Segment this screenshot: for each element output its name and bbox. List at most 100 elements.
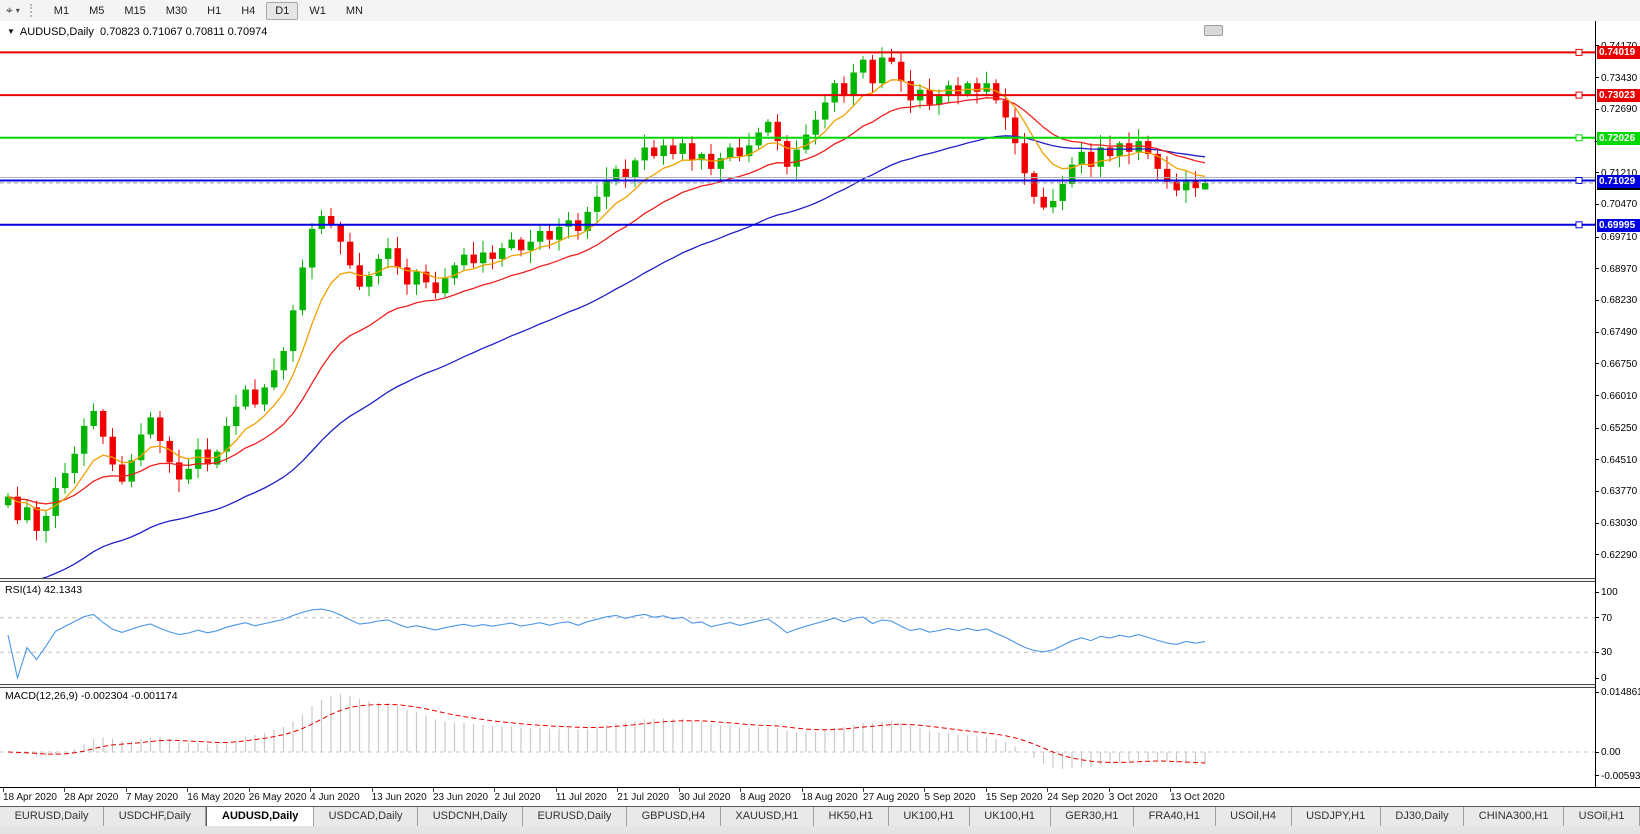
date-tick bbox=[678, 788, 680, 792]
date-tick bbox=[555, 788, 557, 792]
chart-tab-AUDUSD-Daily[interactable]: AUDUSD,Daily bbox=[206, 807, 315, 826]
chart-tab-UK100-H1[interactable]: UK100,H1 bbox=[889, 807, 970, 826]
date-tick bbox=[310, 788, 312, 792]
date-label: 13 Oct 2020 bbox=[1170, 792, 1225, 803]
timeframe-button-M30[interactable]: M30 bbox=[165, 4, 188, 17]
toolbar: ⌖ ▾ M1 M5 M15 M30 H1 H4 D1 W1 MN bbox=[0, 0, 1640, 22]
macd-canvas[interactable] bbox=[0, 688, 1595, 787]
price-tick bbox=[1595, 108, 1599, 110]
date-tick bbox=[863, 788, 865, 792]
rsi-tick bbox=[1595, 677, 1599, 679]
chart-tab-EURUSD-Daily[interactable]: EURUSD,Daily bbox=[523, 807, 628, 826]
macd-tick-label: 0.00 bbox=[1601, 747, 1621, 758]
price-tick-label: 0.68230 bbox=[1601, 295, 1638, 307]
rsi-canvas[interactable] bbox=[0, 582, 1595, 684]
date-label: 21 Jul 2020 bbox=[617, 792, 670, 803]
macd-label: MACD(12,26,9) -0.002304 -0.001174 bbox=[5, 690, 178, 702]
macd-panel[interactable] bbox=[0, 688, 1595, 787]
date-label: 16 May 2020 bbox=[187, 792, 246, 803]
date-tick bbox=[494, 788, 496, 792]
price-tick-label: 0.69710 bbox=[1601, 232, 1638, 244]
chart-tab-USOil-H1[interactable]: USOil,H1 bbox=[1564, 807, 1640, 826]
panel-splitter[interactable] bbox=[0, 684, 1640, 688]
macd-tick bbox=[1595, 751, 1599, 753]
hline-price-badge[interactable]: 0.73023 bbox=[1597, 89, 1640, 103]
hline-price-badge[interactable]: 0.74019 bbox=[1597, 46, 1640, 60]
date-label: 8 Aug 2020 bbox=[740, 792, 791, 803]
macd-tick bbox=[1595, 775, 1599, 777]
price-tick bbox=[1595, 45, 1599, 47]
hline-price-badge[interactable]: 0.71029 bbox=[1597, 174, 1640, 188]
timeframe-button-W1[interactable]: W1 bbox=[309, 4, 326, 17]
date-label: 4 Jun 2020 bbox=[310, 792, 360, 803]
rsi-tick-label: 0 bbox=[1601, 673, 1607, 684]
chart-tab-CHINA300-H1[interactable]: CHINA300,H1 bbox=[1464, 807, 1565, 826]
price-chart-panel[interactable] bbox=[0, 21, 1595, 578]
price-tick bbox=[1595, 268, 1599, 270]
hline-price-badge[interactable]: 0.72026 bbox=[1597, 131, 1640, 145]
chart-tab-UK100-H1[interactable]: UK100,H1 bbox=[970, 807, 1051, 826]
date-tick bbox=[1170, 788, 1172, 792]
chart-ohlc-values: 0.70823 0.71067 0.70811 0.70974 bbox=[100, 26, 268, 38]
crosshair-tool-icon[interactable]: ⌖ bbox=[6, 3, 13, 17]
price-tick-label: 0.72690 bbox=[1601, 104, 1638, 116]
chart-tab-GER30-H1[interactable]: GER30,H1 bbox=[1051, 807, 1134, 826]
price-chart-canvas[interactable] bbox=[0, 21, 1595, 578]
rsi-panel[interactable] bbox=[0, 582, 1595, 684]
price-tick bbox=[1595, 172, 1599, 174]
date-label: 26 May 2020 bbox=[248, 792, 307, 803]
chart-tab-FRA40-H1[interactable]: FRA40,H1 bbox=[1134, 807, 1216, 826]
panel-splitter[interactable] bbox=[0, 578, 1640, 582]
chart-tab-USDJPY-H1[interactable]: USDJPY,H1 bbox=[1292, 807, 1381, 826]
timeframe-button-MN[interactable]: MN bbox=[345, 4, 363, 17]
price-axis bbox=[1595, 21, 1640, 787]
chart-tab-USDCNH-Daily[interactable]: USDCNH,Daily bbox=[418, 807, 523, 826]
price-tick-label: 0.73430 bbox=[1601, 72, 1638, 84]
chart-dropdown-icon[interactable]: ▼ bbox=[7, 27, 15, 36]
chart-shift-marker[interactable] bbox=[1204, 25, 1223, 36]
timeframe-button-H4[interactable]: H4 bbox=[241, 4, 256, 17]
price-tick bbox=[1595, 331, 1599, 333]
date-tick bbox=[371, 788, 373, 792]
chart-tab-GBPUSD-H4[interactable]: GBPUSD,H4 bbox=[627, 807, 721, 826]
timeframe-button-M1[interactable]: M1 bbox=[53, 4, 70, 17]
rsi-tick-label: 70 bbox=[1601, 612, 1613, 624]
price-tick bbox=[1595, 363, 1599, 365]
chart-tab-USDCHF-Daily[interactable]: USDCHF,Daily bbox=[104, 807, 207, 826]
rsi-tick-label: 30 bbox=[1601, 647, 1613, 659]
time-axis bbox=[0, 787, 1640, 806]
toolbar-grip[interactable] bbox=[29, 4, 36, 17]
chart-tab-XAUUSD-H1[interactable]: XAUUSD,H1 bbox=[721, 807, 814, 826]
chart-tab-DJ30-Daily[interactable]: DJ30,Daily bbox=[1381, 807, 1465, 826]
timeframe-button-D1[interactable]: D1 bbox=[266, 1, 299, 20]
price-tick-label: 0.66010 bbox=[1601, 390, 1638, 402]
price-tick bbox=[1595, 522, 1599, 524]
price-tick-label: 0.68970 bbox=[1601, 263, 1638, 275]
chart-symbol-period: AUDUSD,Daily bbox=[19, 26, 94, 38]
chart-tab-USDCAD-Daily[interactable]: USDCAD,Daily bbox=[314, 807, 419, 826]
date-tick bbox=[125, 788, 127, 792]
date-tick bbox=[248, 788, 250, 792]
timeframe-button-H1[interactable]: H1 bbox=[207, 4, 222, 17]
price-tick-label: 0.70470 bbox=[1601, 199, 1638, 211]
chevron-down-icon[interactable]: ▾ bbox=[15, 6, 20, 15]
date-label: 15 Sep 2020 bbox=[985, 792, 1043, 803]
date-label: 18 Aug 2020 bbox=[801, 792, 858, 803]
price-tick bbox=[1595, 77, 1599, 79]
date-tick bbox=[740, 788, 742, 792]
chart-tab-USOil-H4[interactable]: USOil,H4 bbox=[1216, 807, 1292, 826]
status-strip bbox=[0, 826, 1640, 834]
rsi-tick bbox=[1595, 591, 1599, 593]
timeframe-button-M5[interactable]: M5 bbox=[89, 4, 105, 17]
date-tick bbox=[985, 788, 987, 792]
chart-tab-HK50-H1[interactable]: HK50,H1 bbox=[814, 807, 889, 826]
price-tick-label: 0.63770 bbox=[1601, 486, 1638, 498]
chart-tab-EURUSD-Daily[interactable]: EURUSD,Daily bbox=[0, 807, 105, 826]
chart-tab-bar: EURUSD,Daily USDCHF,Daily AUDUSD,Daily USDC… bbox=[0, 806, 1640, 826]
rsi-tick bbox=[1595, 617, 1599, 619]
timeframe-button-M15[interactable]: M15 bbox=[124, 4, 146, 17]
date-label: 3 Oct 2020 bbox=[1108, 792, 1158, 803]
hline-price-badge[interactable]: 0.69995 bbox=[1597, 218, 1640, 232]
price-tick bbox=[1595, 203, 1599, 205]
